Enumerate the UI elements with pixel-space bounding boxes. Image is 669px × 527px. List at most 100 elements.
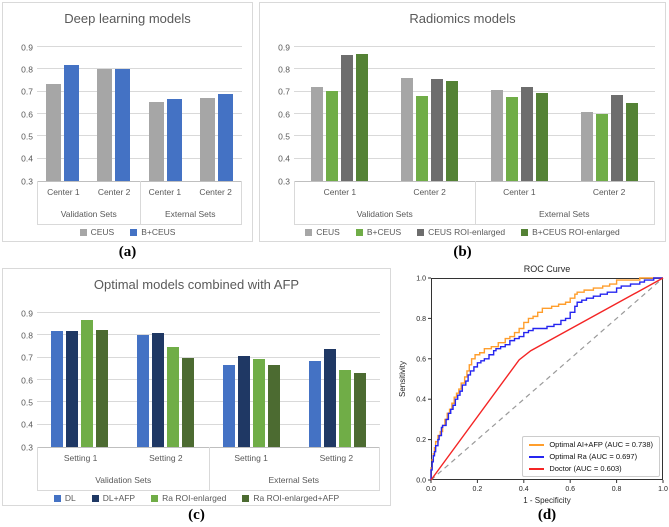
- category-label: Setting 1: [63, 453, 98, 463]
- group-row: Validation Sets External Sets: [38, 469, 379, 491]
- bar-dl: [308, 360, 321, 447]
- plot-area: 0.3 0.4 0.5 0.6 0.7 0.8 0.9: [278, 43, 655, 185]
- y-tick-label: 0.8: [416, 316, 426, 323]
- roc-legend-line: [529, 443, 545, 446]
- bar-b-ceus: [596, 114, 609, 181]
- group-row: Validation Sets External Sets: [295, 203, 654, 225]
- x-tick-label: 1.0: [658, 486, 668, 493]
- legend-item: B+CEUS: [355, 227, 402, 237]
- bar-b-ceus: [325, 91, 338, 181]
- legend-item: CEUS: [305, 227, 340, 237]
- gridline: [37, 135, 242, 137]
- chart-title-deep-learning: Deep learning models: [64, 11, 191, 26]
- plot-area: 0.3 0.4 0.5 0.6 0.7 0.8 0.9: [21, 43, 242, 185]
- y-tick-label: 0.4: [416, 397, 426, 404]
- gridline: [294, 157, 655, 159]
- y-tick-label: 0.6: [21, 374, 33, 385]
- y-tick-label: 0.4: [21, 153, 33, 164]
- x-tick-label: 0.6: [565, 486, 575, 493]
- legend-label: B+CEUS ROI-enlarged: [532, 227, 620, 237]
- gridline: [294, 135, 655, 137]
- category-label: Setting 2: [149, 453, 183, 463]
- category-label: Center 2: [592, 187, 626, 197]
- y-tick-label: 0.3: [21, 175, 33, 186]
- roc-legend-item: Optimal Ra (AUC = 0.697): [529, 452, 653, 461]
- panel-label-b: (b): [453, 244, 472, 260]
- group-label: Validation Sets: [60, 209, 117, 219]
- bar-ceus-roi-enlarged: [611, 95, 624, 181]
- chart-title-radiomics: Radiomics models: [409, 11, 516, 26]
- y-tick-label: 0.4: [278, 153, 290, 164]
- group-divider: [474, 181, 476, 224]
- bar-group: [294, 313, 380, 447]
- panel-deep-learning-models: Deep learning models 0.3 0.4 0.5 0.6 0.7 0.8 0…: [2, 2, 253, 242]
- bar-b-ceus: [506, 96, 519, 181]
- y-tick-label: 0.8: [21, 64, 33, 75]
- bar-ceus: [97, 69, 113, 181]
- bar-ceus: [148, 101, 164, 181]
- bar-dl-afp: [152, 333, 165, 447]
- bar-ra-roi-enlarged: [338, 369, 351, 447]
- y-tick-label: 0.7: [21, 86, 33, 97]
- panel-roc-curve: ROC Curve Sensitivity 0.0 0.2 0.4 0.6 0.8 1.0…: [398, 262, 669, 527]
- roc-svg: 0.0 0.2 0.4 0.6 0.8 1.0 0.0 0.2 0.4 0.6 0.8 1.0: [416, 276, 668, 494]
- roc-x-axis-label: 1 - Specificity: [523, 496, 571, 505]
- legend-label: B+CEUS: [366, 227, 402, 237]
- plot-area: 0.3 0.4 0.5 0.6 0.7 0.8 0.9: [21, 309, 380, 451]
- legend-label: DL+AFP: [102, 493, 136, 503]
- chart-legend: CEUS B+CEUS CEUS ROI-enlarged B+CEUS ROI-en…: [260, 227, 665, 237]
- bar-group: [475, 47, 565, 181]
- bar-ra-roi-enlarged: [252, 359, 265, 447]
- roc-plot-area: 0.0 0.2 0.4 0.6 0.8 1.0 0.0 0.2 0.4 0.6 0.8 1.0 Opti…: [416, 276, 668, 494]
- y-tick-label: 0.6: [416, 356, 426, 363]
- category-label: Center 2: [97, 187, 131, 197]
- bars-layer: [37, 47, 242, 181]
- panel-radiomics-models: Radiomics models 0.3 0.4 0.5 0.6 0.7 0.8 0.9 Ce…: [259, 2, 666, 242]
- bar-dl-afp: [237, 355, 250, 447]
- y-tick-label: 0.8: [21, 330, 33, 341]
- legend-item: B+CEUS: [130, 227, 175, 237]
- legend-swatch: [305, 228, 313, 236]
- category-label: Center 1: [148, 187, 182, 197]
- category-row: Center 1 Center 2 Center 1 Center 2: [295, 181, 654, 203]
- y-tick-label: 0.8: [278, 64, 290, 75]
- bar-group: [565, 47, 655, 181]
- roc-legend-item: Doctor (AUC = 0.603): [529, 464, 653, 473]
- roc-legend-label: Optimal Ra (AUC = 0.697): [549, 452, 638, 461]
- y-tick-label: 0.5: [278, 131, 290, 142]
- legend-swatch: [242, 494, 250, 502]
- legend-item: Ra ROI-enlarged: [151, 493, 226, 503]
- legend-swatch: [79, 228, 87, 236]
- x-tick-label: 0.4: [519, 486, 529, 493]
- bar-dl: [51, 331, 64, 447]
- legend-item: CEUS ROI-enlarged: [417, 227, 505, 237]
- bar-ceus-roi-enlarged: [340, 55, 353, 181]
- bar-dl: [222, 365, 235, 447]
- roc-legend-item: Optimal AI+AFP (AUC = 0.738): [529, 440, 653, 449]
- bar-ceus-roi-enlarged: [521, 87, 534, 181]
- legend-label: CEUS ROI-enlarged: [428, 227, 506, 237]
- chart-title-optimal-afp: Optimal models combined with AFP: [93, 277, 300, 292]
- bar-ra-roi-enlarged-afp: [182, 358, 195, 447]
- chance-diagonal: [430, 277, 664, 481]
- gridline: [37, 356, 380, 358]
- bar-b-ceus: [415, 95, 428, 181]
- y-tick-label: 0.7: [21, 352, 33, 363]
- bar-ceus: [581, 111, 594, 181]
- legend-label: Ra ROI-enlarged: [162, 493, 227, 503]
- bar-group: [88, 47, 139, 181]
- y-tick-label: 0.6: [278, 108, 290, 119]
- bars-layer: [37, 313, 380, 447]
- bar-group: [123, 313, 209, 447]
- legend-swatch: [151, 494, 159, 502]
- y-tick-label: 0.3: [21, 441, 33, 452]
- category-label: Setting 2: [319, 453, 354, 463]
- category-label: Center 1: [323, 187, 357, 197]
- bars-layer: [294, 47, 655, 181]
- legend-label: Ra ROI-enlarged+AFP: [253, 493, 340, 503]
- y-tick-label: 0.5: [21, 397, 33, 408]
- group-row: Validation Sets External Sets: [38, 203, 241, 225]
- bar-b-ceus: [115, 68, 131, 181]
- x-tick-label: 0.8: [612, 486, 622, 493]
